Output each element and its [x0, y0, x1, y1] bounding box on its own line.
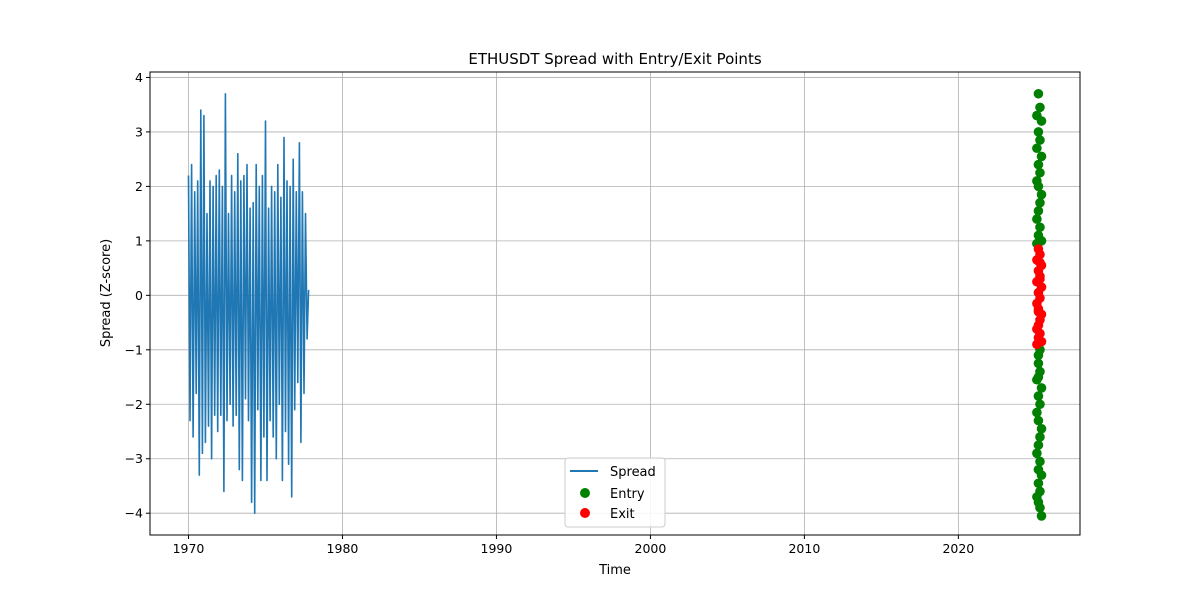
entry-point — [1035, 102, 1045, 113]
entry-point — [1036, 511, 1047, 521]
entry-point — [1033, 391, 1044, 401]
exit-point — [1033, 306, 1044, 317]
entry-point — [1036, 189, 1047, 200]
entry-point — [1033, 478, 1044, 489]
exit-series — [1032, 244, 1047, 350]
entry-point — [1035, 135, 1045, 145]
legend-spread-label: Spread — [610, 465, 656, 480]
entry-point — [1033, 159, 1044, 170]
entry-point — [1035, 432, 1045, 442]
exit-point — [1035, 257, 1045, 268]
legend-exit-label: Exit — [610, 507, 635, 522]
entry-point — [1035, 399, 1045, 410]
y-tick-label: −2 — [125, 397, 143, 412]
x-axis-ticks: 1970 1980 1990 2000 2010 2020 — [173, 535, 974, 556]
entry-point — [1035, 456, 1045, 467]
exit-point — [1035, 274, 1045, 284]
legend-entry-label: Entry — [610, 487, 645, 502]
exit-point — [1032, 339, 1042, 350]
entry-point — [1032, 448, 1042, 459]
entry-point — [1033, 350, 1044, 361]
x-axis-label: Time — [598, 563, 631, 578]
entry-point — [1033, 206, 1044, 216]
entry-point — [1035, 197, 1045, 208]
y-axis-label: Spread (Z-score) — [99, 239, 114, 347]
y-tick-label: −3 — [125, 451, 143, 466]
spread-series — [187, 93, 310, 515]
plot-frame — [149, 71, 1081, 536]
entry-point — [1033, 372, 1044, 382]
entry-point — [1035, 167, 1045, 178]
x-tick-label: 2010 — [788, 541, 820, 556]
legend-box — [564, 457, 666, 528]
chart-title: ETHUSDT Spread with Entry/Exit Points — [468, 50, 761, 68]
x-tick-label: 2020 — [942, 541, 974, 556]
legend-exit-swatch — [580, 508, 590, 518]
entry-point — [1035, 502, 1045, 513]
entry-point — [1032, 407, 1042, 418]
x-tick-label: 1980 — [327, 541, 359, 556]
grid-lines — [150, 72, 1080, 535]
entry-point — [1036, 116, 1047, 126]
entry-point — [1033, 181, 1044, 192]
entry-point — [1033, 440, 1044, 450]
entry-point — [1033, 88, 1044, 99]
entry-point — [1036, 470, 1047, 480]
y-axis-ticks: −4 −3 −2 −1 0 1 2 3 4 — [125, 70, 150, 521]
entry-point — [1033, 358, 1044, 369]
entry-point — [1033, 127, 1044, 137]
y-tick-label: 0 — [135, 288, 143, 303]
y-tick-label: −4 — [125, 506, 143, 521]
entry-point — [1032, 143, 1042, 154]
legend-entry-swatch — [580, 488, 590, 498]
x-tick-label: 2000 — [635, 541, 667, 556]
spread-line — [187, 93, 310, 515]
entry-point — [1032, 214, 1042, 224]
y-tick-label: 3 — [135, 124, 143, 139]
x-tick-label: 1990 — [481, 541, 513, 556]
y-tick-label: 2 — [135, 179, 143, 194]
y-tick-label: 4 — [135, 70, 143, 85]
entry-point — [1035, 222, 1045, 233]
entry-point — [1033, 415, 1044, 426]
entry-point — [1036, 423, 1047, 434]
entry-point — [1036, 383, 1047, 393]
y-tick-label: 1 — [135, 233, 143, 248]
entry-point — [1036, 151, 1047, 162]
legend: Spread Entry Exit — [564, 457, 666, 528]
x-tick-label: 1970 — [173, 541, 205, 556]
y-tick-label: −1 — [125, 342, 143, 357]
entry-series — [1032, 88, 1047, 521]
